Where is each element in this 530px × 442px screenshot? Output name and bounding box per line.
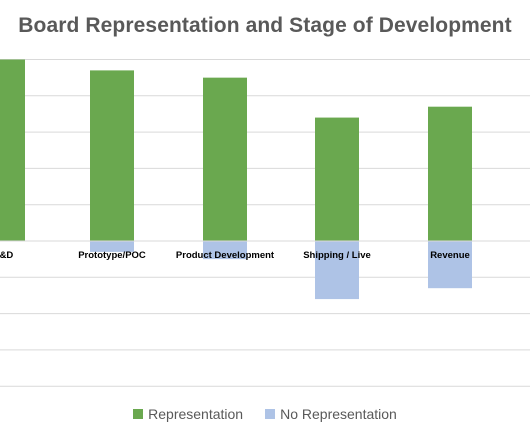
category-label: Shipping / Live: [303, 250, 371, 261]
bar-no-representation-1: [90, 241, 134, 252]
category-label: Product Development: [176, 250, 275, 261]
legend-label-no-representation: No Representation: [280, 406, 397, 422]
legend-item-no-representation: No Representation: [265, 406, 397, 422]
bar-representation-1: [90, 70, 134, 241]
bar-no-representation-2: [203, 241, 247, 260]
bar-no-representation-3: [315, 241, 359, 300]
legend-swatch-representation: [133, 409, 144, 419]
category-label: Prototype/POC: [78, 250, 146, 261]
bar-representation-0: [0, 59, 25, 241]
legend-swatch-no-representation: [265, 409, 276, 419]
legend-item-representation: Representation: [133, 406, 243, 422]
bar-representation-2: [203, 77, 247, 242]
legend-label-representation: Representation: [148, 406, 244, 422]
legend: Representation No Representation: [0, 406, 530, 422]
bar-representation-3: [315, 117, 359, 241]
category-label: R&D: [0, 250, 13, 261]
bar-no-representation-4: [428, 241, 472, 289]
category-label: Revenue: [430, 250, 470, 261]
bar-representation-4: [428, 106, 472, 241]
chart-title: Board Representation and Stage of Develo…: [18, 14, 512, 37]
